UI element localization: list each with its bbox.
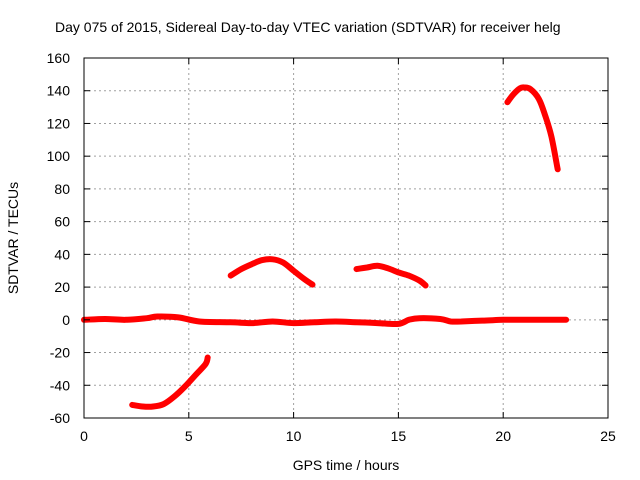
- y-tick-label: -40: [50, 377, 70, 393]
- x-tick-label: 10: [286, 428, 302, 444]
- series-arc-middle: [227, 256, 316, 288]
- y-tick-label: 20: [54, 279, 70, 295]
- tick-labels: 0 5 10 15 20 25 -60 -40 -20 0 20 40 60 80 100 120 140 160: [47, 50, 616, 444]
- x-tick-label: 20: [495, 428, 511, 444]
- y-tick-label: 160: [47, 50, 71, 66]
- plot-frame: [83, 57, 609, 419]
- y-tick-label: -60: [50, 410, 70, 426]
- y-tick-label: 0: [62, 312, 70, 328]
- chart-title: Day 075 of 2015, Sidereal Day-to-day VTE…: [55, 19, 561, 35]
- y-tick-label: 100: [47, 148, 71, 164]
- y-tick-label: 140: [47, 83, 71, 99]
- series-arc-right-mid: [353, 262, 429, 289]
- series-arc-high: [504, 84, 561, 173]
- y-tick-label: 120: [47, 115, 71, 131]
- data-series: [81, 84, 570, 410]
- x-axis-label: GPS time / hours: [293, 457, 400, 473]
- series-arc-negative: [129, 354, 211, 410]
- axis-ticks: [83, 57, 609, 419]
- y-tick-label: -20: [50, 345, 70, 361]
- x-tick-label: 0: [80, 428, 88, 444]
- x-tick-label: 5: [185, 428, 193, 444]
- y-tick-label: 60: [54, 214, 70, 230]
- y-tick-label: 80: [54, 181, 70, 197]
- x-tick-label: 25: [600, 428, 616, 444]
- y-tick-label: 40: [54, 246, 70, 262]
- series-baseline: [81, 313, 570, 328]
- x-tick-label: 15: [391, 428, 407, 444]
- y-axis-label: SDTVAR / TECUs: [5, 182, 21, 294]
